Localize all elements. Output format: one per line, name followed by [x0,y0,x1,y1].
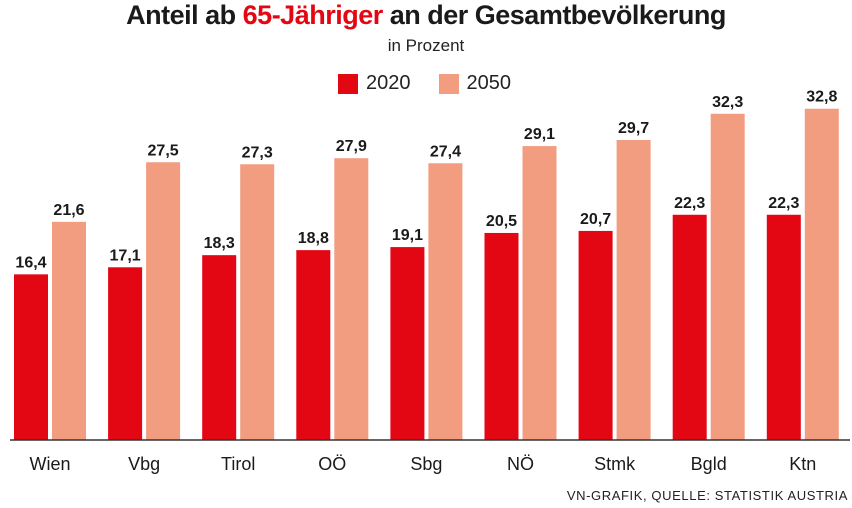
bar-2050-Bgld [710,113,745,441]
bar-2050-Sbg [428,163,463,440]
value-label-2050-Wien: 21,6 [53,202,84,219]
category-label-Wien: Wien [29,454,70,474]
value-label-2020-NÖ: 20,5 [486,213,517,230]
bar-2050-OÖ [334,158,369,440]
bar-2050-Ktn [804,108,839,440]
chart-title: Anteil ab 65-Jähriger an der Gesamtbevöl… [0,0,852,31]
bar-2050-Stmk [616,140,651,440]
chart-subtitle: in Prozent [387,36,465,55]
bar-2020-Vbg [108,267,143,440]
value-label-2020-Bgld: 22,3 [674,195,705,212]
legend-label-2050: 2050 [466,72,512,94]
value-label-2020-Wien: 16,4 [15,254,46,271]
value-label-2050-Ktn: 32,8 [806,89,837,106]
value-label-2020-Vbg: 17,1 [110,247,141,264]
legend-label-2020: 2020 [366,72,411,94]
value-label-2020-Sbg: 19,1 [392,227,423,244]
value-label-2050-Tirol: 27,3 [242,144,273,161]
value-label-2020-OÖ: 18,8 [298,230,329,247]
bar-2050-NÖ [522,146,557,440]
value-label-2050-Stmk: 29,7 [618,120,649,137]
value-label-2050-NÖ: 29,1 [524,126,555,143]
value-label-2020-Stmk: 20,7 [580,211,611,228]
category-label-NÖ: NÖ [507,454,534,474]
title-highlight: 65-Jähriger [242,0,384,30]
value-label-2020-Ktn: 22,3 [768,195,799,212]
category-label-Tirol: Tirol [221,454,255,474]
bar-2050-Tirol [240,164,275,440]
value-label-2050-Vbg: 27,5 [148,142,179,159]
value-label-2050-Sbg: 27,4 [430,143,461,160]
bar-2020-Ktn [766,214,801,440]
legend-item-2050: 2050 [438,72,512,95]
title-prefix: Anteil ab [126,0,243,30]
category-label-Sbg: Sbg [410,454,442,474]
title-suffix: an der Gesamtbevölkerung [382,0,727,30]
bar-2020-Stmk [578,230,613,440]
bar-2020-Wien [14,274,48,440]
legend: 2020 2050 [338,72,539,95]
legend-swatch-2020 [338,73,358,94]
bar-2050-Vbg [146,162,181,440]
bar-2020-NÖ [484,232,519,440]
legend-item-2020: 2020 [338,72,411,95]
bar-2020-OÖ [296,250,331,440]
category-label-Vbg: Vbg [128,454,160,474]
bar-2050-Wien [52,221,86,440]
legend-swatch-2050 [438,73,459,94]
category-label-Bgld: Bgld [691,454,727,474]
category-label-Ktn: Ktn [789,454,816,474]
category-label-OÖ: OÖ [318,454,346,474]
bar-2020-Tirol [202,255,237,440]
value-label-2050-OÖ: 27,9 [336,138,367,155]
category-label-Stmk: Stmk [594,454,636,474]
bar-2020-Bgld [672,214,707,440]
bar-2020-Sbg [390,247,425,440]
source-credit: VN-GRAFIK, QUELLE: STATISTIK AUSTRIA [566,488,848,503]
value-label-2050-Bgld: 32,3 [712,94,743,111]
value-label-2020-Tirol: 18,3 [204,235,235,252]
